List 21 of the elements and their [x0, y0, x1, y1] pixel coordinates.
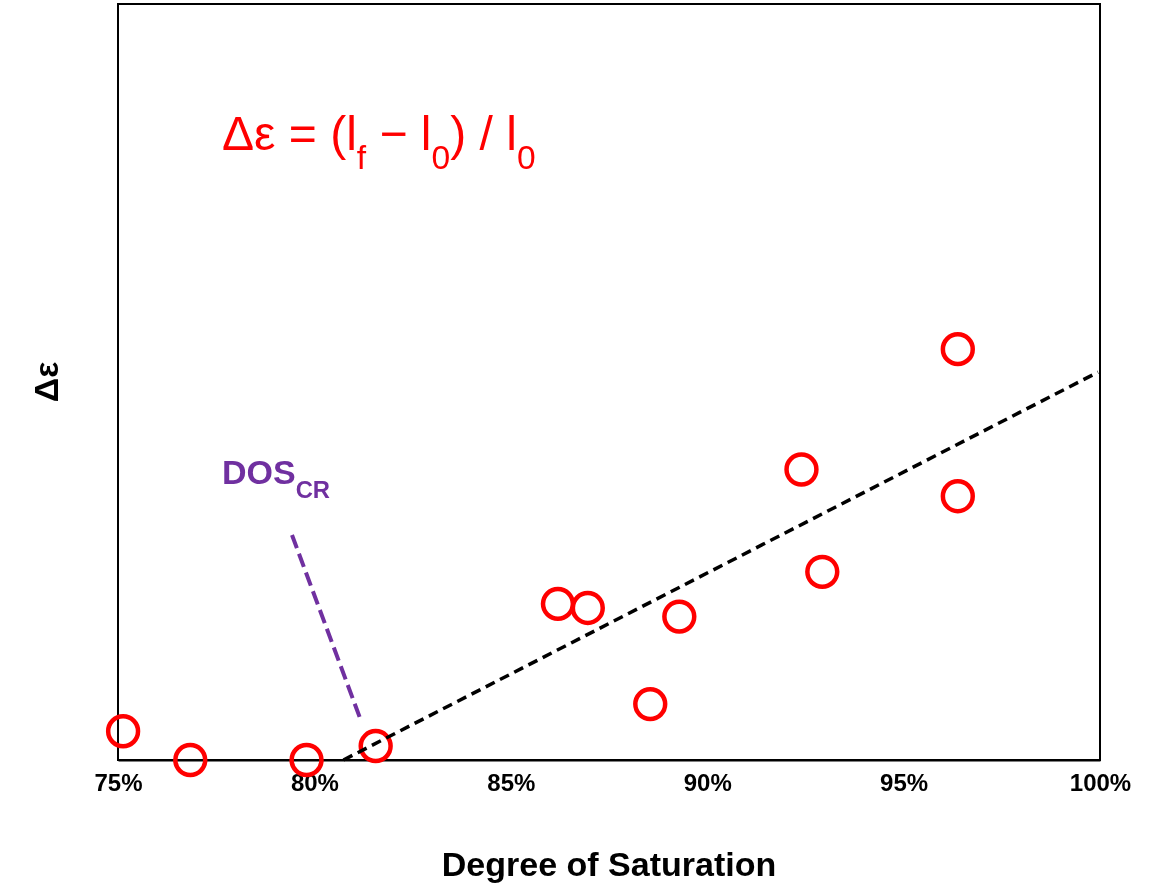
x-tick-label: 75%: [94, 769, 143, 797]
x-tick-label: 100%: [1069, 769, 1132, 797]
point: [570, 590, 605, 626]
point: [358, 728, 393, 764]
x-tick-label: 85%: [487, 769, 536, 797]
point: [662, 599, 697, 634]
x-tick-label: 80%: [290, 769, 339, 797]
point: [105, 714, 141, 749]
point: [173, 742, 208, 778]
point: [784, 452, 819, 487]
point: [540, 586, 576, 622]
point: [633, 686, 668, 722]
x-tick-label: 95%: [880, 769, 929, 797]
point: [805, 554, 840, 589]
x-axis-title: Degree of Saturation: [441, 845, 777, 883]
annotation: DOS$_{CR}$: [222, 453, 331, 503]
y-axis-title: Δε: [27, 361, 65, 403]
x-tick-label: 90%: [683, 769, 732, 797]
point: [940, 331, 975, 367]
point: [940, 479, 975, 514]
text: Δε = (l$_{f}$ − l$_{0}$) / l$_{0}$: [222, 107, 536, 176]
